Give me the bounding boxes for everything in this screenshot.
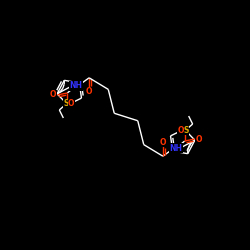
Text: NH: NH: [70, 81, 83, 90]
Text: O: O: [68, 100, 74, 108]
Text: O: O: [178, 126, 184, 134]
Text: S: S: [184, 126, 189, 135]
Text: O: O: [160, 138, 166, 147]
Text: O: O: [86, 87, 92, 96]
Text: O: O: [50, 90, 56, 100]
Text: S: S: [63, 99, 68, 108]
Text: NH: NH: [169, 144, 182, 153]
Text: O: O: [196, 134, 202, 143]
